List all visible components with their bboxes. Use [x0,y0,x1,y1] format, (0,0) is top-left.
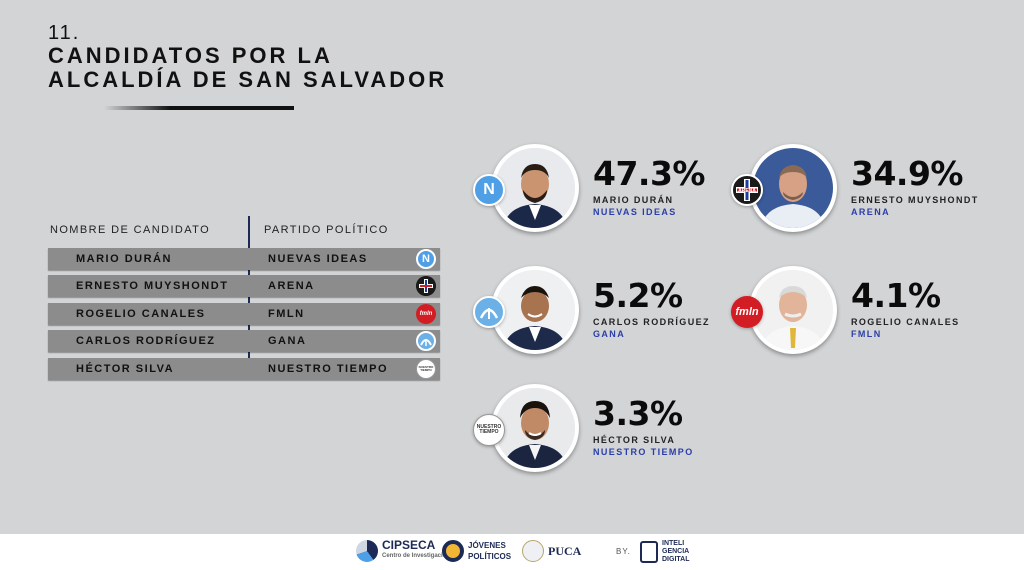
table-row: ROGELIO CANALES FMLN fmln [48,302,440,325]
row-candidate-name: MARIO DURÁN [76,252,172,265]
slide-number: 11. [48,22,81,44]
arena-logo [416,276,436,296]
column-header-name: NOMBRE DE CANDIDATO [50,224,211,236]
candidate-card-ernesto-muyshondt: ARENA 34.9% ERNESTO MUYSHONDT ARENA [731,144,991,240]
candidate-name: ERNESTO MUYSHONDT [851,195,979,205]
vote-percentage: 3.3% [593,394,683,433]
row-party-name: GANA [268,335,307,347]
table-row: ERNESTO MUYSHONDT ARENA [48,275,440,297]
arena-logo: ARENA [731,174,763,206]
candidate-photo [491,384,579,472]
candidate-party: FMLN [851,329,882,339]
candidate-card-mario-duran: N 47.3% MARIO DURÁN NUEVAS IDEAS [473,144,733,240]
nuestro-tiempo-logo: NUESTRO TIEMPO [416,358,436,379]
row-candidate-name: CARLOS RODRÍGUEZ [76,335,216,347]
table-row: HÉCTOR SILVA NUESTRO TIEMPO NUESTRO TIEM… [48,357,440,380]
candidate-name: HÉCTOR SILVA [593,435,676,445]
candidate-party: GANA [593,329,626,339]
slide-header: 11. CANDIDATOS POR LA ALCALDÍA DE SAN SA… [48,22,447,92]
row-party-name: NUEVAS IDEAS [268,252,368,265]
candidate-name: MARIO DURÁN [593,195,674,205]
puca-logo: PUCA [522,540,581,562]
candidate-party: NUEVAS IDEAS [593,207,677,217]
nuevas-ideas-logo: N [473,174,505,206]
candidate-name: CARLOS RODRÍGUEZ [593,317,710,327]
jovenes-politicos-icon [442,540,464,562]
vote-percentage: 47.3% [593,154,706,193]
candidate-photo [491,266,579,354]
cipseca-logo: CIPSECA Centro de Investigaciones [356,539,457,562]
fmln-logo: fmln [731,296,763,328]
vote-percentage: 5.2% [593,276,683,315]
row-candidate-name: HÉCTOR SILVA [76,362,175,375]
table-row: MARIO DURÁN NUEVAS IDEAS N [48,247,440,270]
nuestro-tiempo-logo: NUESTRO TIEMPO [473,414,505,446]
vote-percentage: 4.1% [851,276,941,315]
row-candidate-name: ROGELIO CANALES [76,307,206,320]
title-underline [104,106,294,110]
by-label: BY. [616,547,631,556]
cipseca-icon [356,540,378,562]
row-party-name: ARENA [268,280,315,292]
inteligencia-digital-icon [640,541,658,563]
svg-text:ARENA: ARENA [738,188,756,194]
candidate-photo [749,144,837,232]
table-row: CARLOS RODRÍGUEZ GANA [48,330,440,352]
puca-icon [522,540,544,562]
row-candidate-name: ERNESTO MUYSHONDT [76,280,229,292]
candidate-name: ROGELIO CANALES [851,317,960,327]
column-divider [248,216,250,378]
gana-logo [473,296,505,328]
gana-logo [416,331,436,351]
candidate-card-rogelio-canales: fmln 4.1% ROGELIO CANALES FMLN [731,266,991,362]
jovenes-politicos-logo: JÓVENES POLÍTICOS [442,540,518,562]
slide-title: CANDIDATOS POR LA ALCALDÍA DE SAN SALVAD… [48,43,448,92]
footer-logos: CIPSECA Centro de Investigaciones JÓVENES… [0,534,1024,570]
table-header: NOMBRE DE CANDIDATO PARTIDO POLÍTICO [48,216,440,242]
candidate-card-carlos-rodriguez: 5.2% CARLOS RODRÍGUEZ GANA [473,266,733,362]
vote-percentage: 34.9% [851,154,964,193]
inteligencia-digital-logo: INTELI GENCIA DIGITAL [640,540,696,564]
candidates-table: NOMBRE DE CANDIDATO PARTIDO POLÍTICO MAR… [48,216,440,380]
candidate-photo [491,144,579,232]
nuevas-ideas-logo: N [416,248,436,269]
row-party-name: NUESTRO TIEMPO [268,362,389,375]
candidate-card-hector-silva: NUESTRO TIEMPO 3.3% HÉCTOR SILVA NUESTRO… [473,384,733,480]
candidate-party: ARENA [851,207,891,217]
fmln-logo: fmln [416,303,436,324]
row-party-name: FMLN [268,307,305,320]
column-header-party: PARTIDO POLÍTICO [264,224,389,236]
candidate-party: NUESTRO TIEMPO [593,447,694,457]
